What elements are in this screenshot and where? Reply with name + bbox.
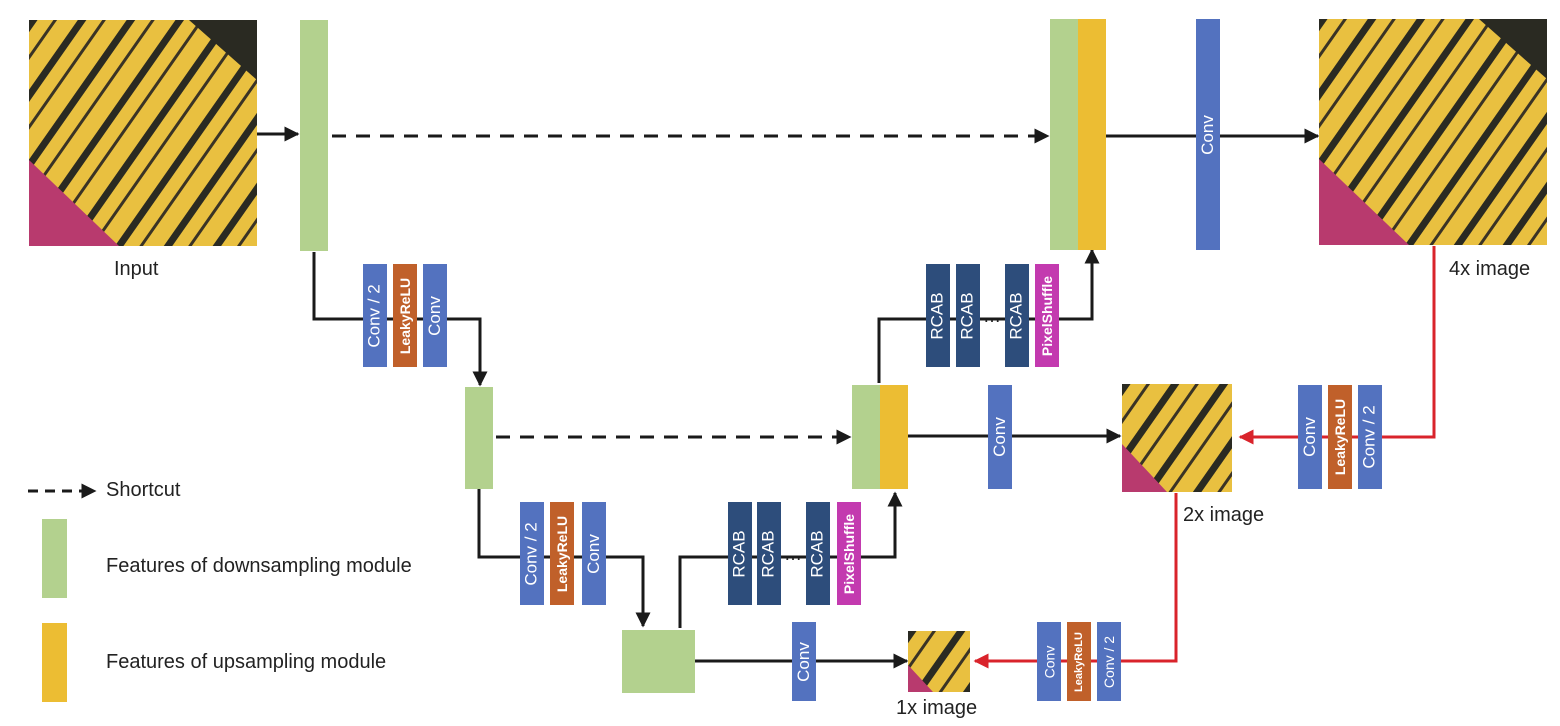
conv-stride2-block: Conv / 2 [520, 502, 544, 605]
concat-top-up [1078, 19, 1106, 250]
conv-block: Conv [423, 264, 447, 367]
arrow-bottom-up [678, 491, 903, 628]
conv-block: Conv [792, 622, 816, 701]
conv-stride2-block: Conv / 2 [1097, 622, 1121, 701]
leakyrelu-block: LeakyReLU [1328, 385, 1352, 489]
rcab-block: RCAB [1005, 264, 1029, 367]
conv-block: Conv [582, 502, 606, 605]
conv-block: Conv [1037, 622, 1061, 701]
leakyrelu-block: LeakyReLU [550, 502, 574, 605]
legend-down-swatch [42, 519, 67, 598]
input-label: Input [114, 258, 159, 280]
concat-top-down [1050, 19, 1078, 250]
input-image [29, 20, 257, 246]
leakyrelu-block: LeakyReLU [1067, 622, 1091, 701]
down-feature-2 [465, 387, 493, 489]
down-feature-3 [622, 630, 695, 693]
legend-down-label: Features of downsampling module [106, 555, 412, 577]
output-1x-image [908, 631, 970, 692]
conv-block: Conv [988, 385, 1012, 489]
ellipsis: … [784, 544, 802, 564]
legend-up-swatch [42, 623, 67, 702]
rcab-block: RCAB [926, 264, 950, 367]
conv-block: Conv [1298, 385, 1322, 489]
rcab-block: RCAB [956, 264, 980, 367]
output-4x-image [1319, 19, 1547, 245]
shortcut-arrows [332, 128, 1050, 445]
concat-mid-up [880, 385, 908, 489]
concat-mid-down [852, 385, 880, 489]
pixelshuffle-block: PixelShuffle [1035, 264, 1059, 367]
rcab-block: RCAB [757, 502, 781, 605]
output-4x-label: 4x image [1449, 258, 1531, 280]
legend-shortcut-label: Shortcut [106, 479, 181, 501]
output-2x-label: 2x image [1183, 504, 1265, 526]
rcab-block: RCAB [728, 502, 752, 605]
down-feature-1 [300, 20, 328, 251]
leakyrelu-block: LeakyReLU [393, 264, 417, 367]
output-2x-image [1122, 384, 1232, 492]
arrow-mid-up [877, 248, 1100, 383]
ellipsis: … [983, 306, 1001, 326]
legend-up-label: Features of upsampling module [106, 651, 387, 673]
pixelshuffle-block: PixelShuffle [837, 502, 861, 605]
output-1x-label: 1x image [896, 697, 978, 719]
conv-block: Conv [1196, 19, 1220, 250]
conv-stride2-block: Conv / 2 [363, 264, 387, 367]
rcab-block: RCAB [806, 502, 830, 605]
conv-stride2-block: Conv / 2 [1358, 385, 1382, 489]
